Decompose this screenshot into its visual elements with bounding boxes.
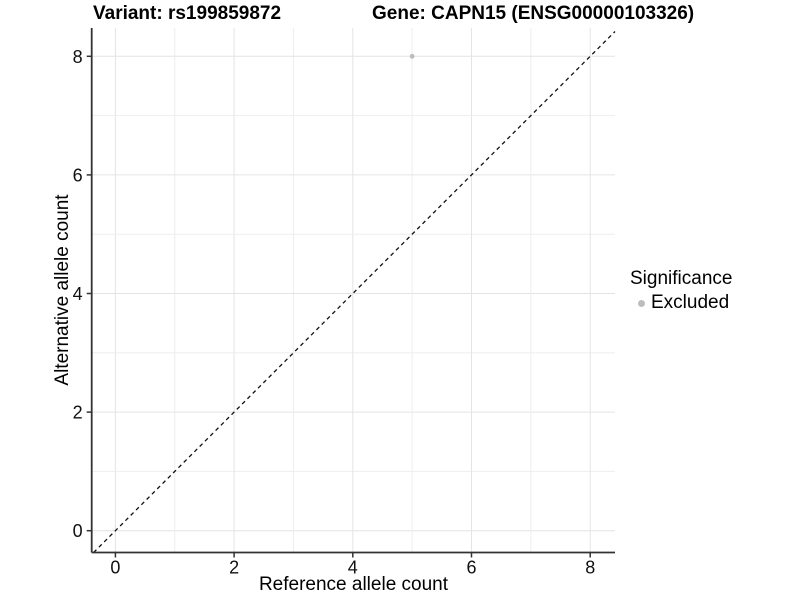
legend-item-label: Excluded xyxy=(651,292,730,313)
legend-items: Excluded xyxy=(630,292,732,314)
plot-title-gene: Gene: CAPN15 (ENSG00000103326) xyxy=(372,3,695,24)
x-tick-label: 2 xyxy=(229,558,239,578)
identity-line xyxy=(93,31,616,553)
legend-item: Excluded xyxy=(630,292,732,314)
y-tick-label: 6 xyxy=(73,165,83,185)
y-tick-label: 4 xyxy=(73,284,83,304)
legend-point-icon xyxy=(638,299,645,307)
x-tick-label: 6 xyxy=(466,558,476,578)
legend-title: Significance xyxy=(630,268,733,289)
y-tick-label: 8 xyxy=(73,47,83,67)
legend: Significance Excluded xyxy=(630,268,732,314)
x-axis-title: Reference allele count xyxy=(258,574,449,595)
plot-title-variant: Variant: rs199859872 xyxy=(93,3,282,24)
data-point xyxy=(409,53,415,59)
x-tick-label: 0 xyxy=(110,558,120,578)
y-axis-title: Alternative allele count xyxy=(52,194,73,386)
y-tick-label: 0 xyxy=(73,521,83,541)
x-tick-label: 4 xyxy=(348,558,358,578)
y-tick-label: 2 xyxy=(73,403,83,423)
x-tick-label: 8 xyxy=(585,558,595,578)
